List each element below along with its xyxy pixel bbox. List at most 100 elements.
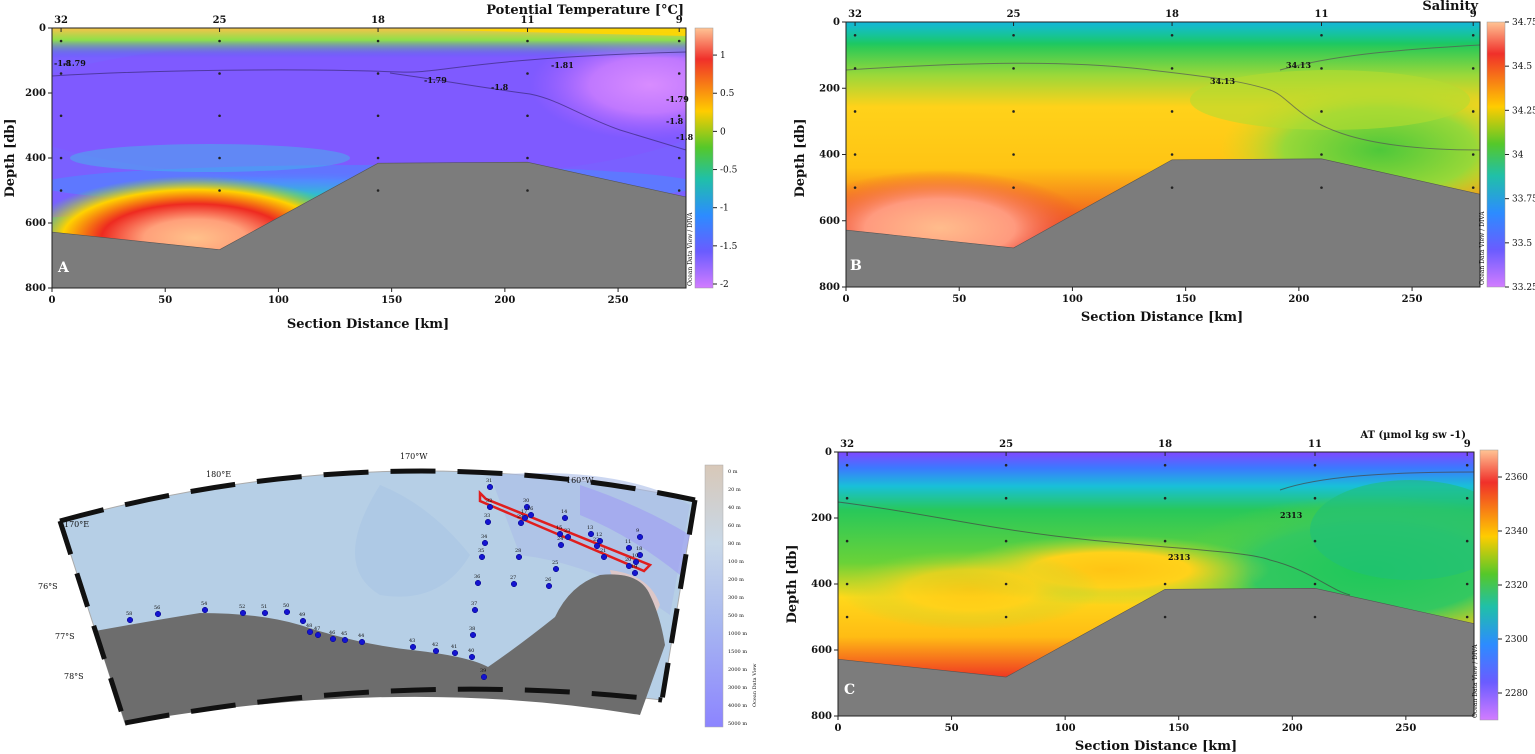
sample-point bbox=[1004, 582, 1008, 586]
map-station-label: 20 bbox=[625, 557, 631, 563]
map-station-marker bbox=[521, 514, 529, 522]
map-station-marker bbox=[126, 616, 134, 624]
lat-label: 76°S bbox=[38, 582, 58, 591]
sample-point bbox=[59, 156, 63, 160]
map-station-label: 18 bbox=[636, 546, 642, 552]
svg-text:-1.79: -1.79 bbox=[424, 75, 447, 85]
colorbar-tick-label: 2340 bbox=[1505, 527, 1528, 537]
station-label: 32 bbox=[840, 439, 854, 450]
y-tick-label: 0 bbox=[39, 23, 46, 34]
sample-point bbox=[526, 114, 529, 118]
sample-point bbox=[1004, 496, 1008, 500]
station-label: 18 bbox=[1158, 439, 1172, 450]
colorbar-tick-label: 34.75 bbox=[1512, 18, 1535, 28]
map-station-label: 29 bbox=[517, 514, 523, 520]
map-station-label: 22 bbox=[593, 537, 599, 543]
map-station-marker bbox=[451, 649, 459, 657]
map-station-label: 37 bbox=[471, 601, 477, 607]
sample-point bbox=[1163, 463, 1167, 467]
sample-point bbox=[1465, 463, 1469, 467]
sample-point bbox=[845, 615, 849, 619]
sample-point bbox=[1313, 496, 1317, 500]
sample-point bbox=[1320, 110, 1323, 113]
map-station-marker bbox=[545, 582, 553, 590]
sample-point bbox=[1313, 582, 1317, 586]
x-tick-label: 200 bbox=[494, 295, 515, 306]
x-tick-label: 100 bbox=[268, 295, 289, 306]
station-label: 18 bbox=[371, 15, 385, 26]
map-station-label: 43 bbox=[409, 638, 415, 644]
sample-point bbox=[218, 72, 221, 75]
map-station-marker bbox=[636, 533, 644, 541]
sample-point bbox=[853, 153, 857, 156]
colorbar-tick-label: -0.5 bbox=[720, 166, 738, 176]
lon-label: 160°W bbox=[566, 476, 594, 485]
depth-legend-label: 1000 m bbox=[728, 631, 747, 637]
map-station-marker bbox=[631, 569, 639, 577]
sample-point bbox=[1012, 110, 1015, 113]
map-station-label: 40 bbox=[468, 648, 474, 654]
depth-legend-label: 5000 m bbox=[728, 721, 747, 727]
svg-text:34.13: 34.13 bbox=[1286, 60, 1311, 70]
map-station-marker bbox=[527, 511, 535, 519]
x-tick-label: 100 bbox=[1055, 723, 1076, 734]
chart-panel-a: 0 50 100 150 200 250 0 200 400 600 800 32 25 18 11 9 P… bbox=[3, 3, 738, 332]
colorbar-tick-label: 0.5 bbox=[720, 89, 735, 99]
y-tick-label: 0 bbox=[825, 447, 832, 458]
y-axis-label: Depth [db] bbox=[3, 118, 18, 197]
map-station-marker bbox=[469, 631, 477, 639]
sample-point bbox=[1004, 615, 1008, 619]
map-station-label: 25 bbox=[552, 560, 558, 566]
map-station-marker bbox=[154, 610, 162, 618]
station-label: 11 bbox=[521, 15, 535, 26]
land-mass bbox=[95, 574, 665, 723]
map-station-marker bbox=[480, 673, 488, 681]
x-tick-label: 0 bbox=[49, 295, 56, 306]
x-tick-label: 0 bbox=[835, 723, 842, 734]
station-label: 9 bbox=[1464, 439, 1471, 450]
lat-label: 77°S bbox=[55, 632, 75, 641]
sample-point bbox=[1320, 153, 1323, 156]
map-station-label: 42 bbox=[432, 642, 438, 648]
transect-highlight-box bbox=[478, 489, 653, 573]
sample-point bbox=[526, 189, 529, 192]
station-label: 32 bbox=[54, 15, 68, 26]
map-station-label: 24 bbox=[557, 536, 563, 542]
sample-point bbox=[1320, 186, 1323, 189]
svg-text:2313: 2313 bbox=[1168, 552, 1191, 562]
sample-point bbox=[1313, 615, 1317, 619]
map-station-label: 32 bbox=[486, 498, 492, 504]
map-station-marker bbox=[625, 544, 633, 552]
y-tick-label: 400 bbox=[811, 579, 832, 590]
map-credit: Ocean Data View bbox=[752, 663, 758, 707]
map-station-label: 52 bbox=[239, 604, 245, 610]
map-station-marker bbox=[474, 579, 482, 587]
map-station-marker bbox=[486, 483, 494, 491]
depth-legend-label: 3000 m bbox=[728, 685, 747, 691]
sample-point bbox=[376, 39, 380, 43]
map-station-marker bbox=[201, 606, 209, 614]
map-station-label: 41 bbox=[451, 644, 457, 650]
sample-point bbox=[218, 114, 221, 118]
station-label: 11 bbox=[1315, 9, 1329, 20]
depth-legend-label: 40 m bbox=[728, 505, 741, 511]
x-tick-label: 150 bbox=[381, 295, 402, 306]
sample-point bbox=[526, 39, 529, 43]
station-label: 9 bbox=[676, 15, 683, 26]
map-station-marker bbox=[283, 608, 291, 616]
sample-point bbox=[1012, 33, 1015, 37]
contour-labels: -1.8 -1.79 -1.79 -1.81 -1.8 -1.79 -1.8 -… bbox=[54, 58, 694, 142]
sample-point bbox=[677, 72, 681, 75]
y-tick-label: 600 bbox=[25, 218, 46, 229]
chart-title: Potential Temperature [°C] bbox=[486, 3, 684, 18]
colorbar-tick-label: 34.5 bbox=[1512, 62, 1532, 72]
map-station-marker bbox=[552, 565, 560, 573]
y-tick-label: 200 bbox=[25, 88, 46, 99]
sample-point bbox=[1170, 110, 1174, 113]
depth-legend-label: 0 m bbox=[728, 469, 738, 475]
map-station-label: 45 bbox=[341, 631, 347, 637]
svg-text:34.13: 34.13 bbox=[1210, 76, 1235, 86]
x-tick-label: 200 bbox=[1288, 294, 1309, 305]
sample-point bbox=[677, 114, 681, 118]
map-station-label: 50 bbox=[283, 603, 289, 609]
